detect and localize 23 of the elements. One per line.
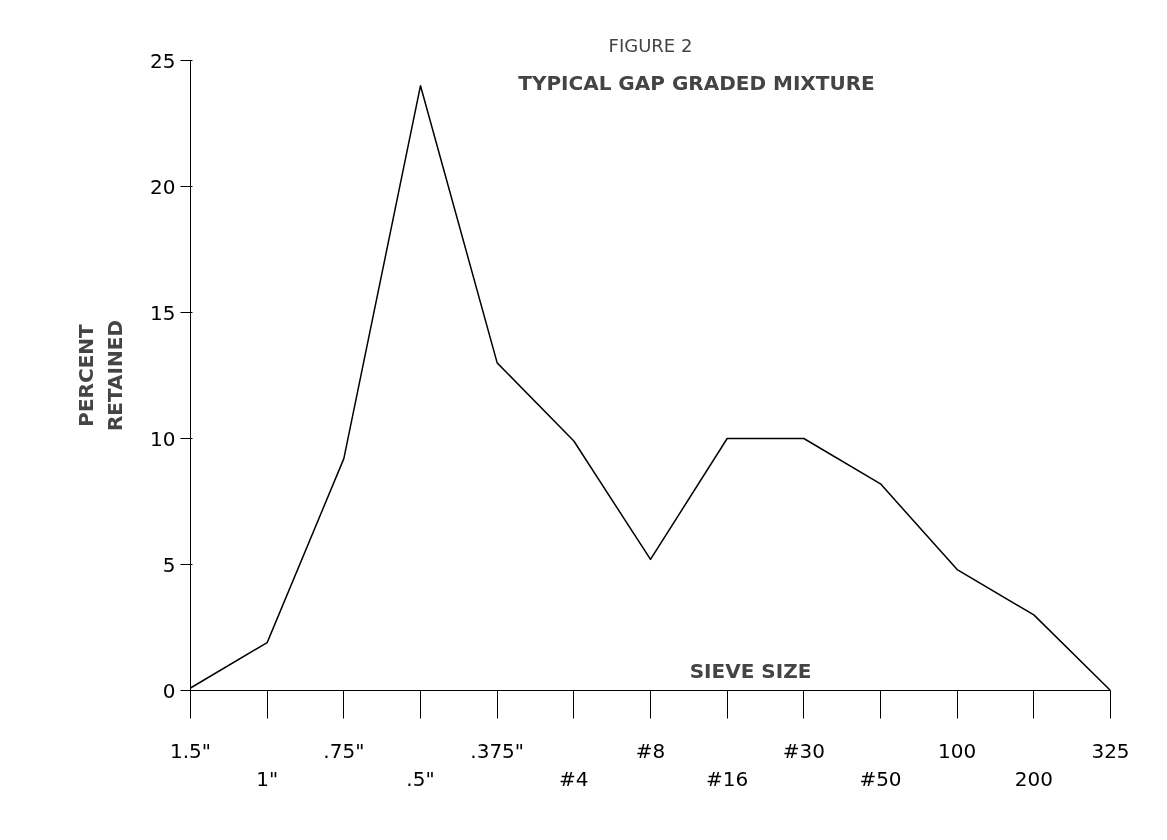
- x-tick-label: 100: [938, 738, 977, 763]
- x-axis-title: SIEVE SIZE: [689, 658, 812, 683]
- x-tick-label: .375": [470, 738, 525, 763]
- y-tick-label: 0: [162, 678, 176, 703]
- chart-title: FIGURE 2: [608, 34, 693, 56]
- x-tick-label: .5": [406, 767, 435, 792]
- x-tick-label: 1.5": [170, 738, 212, 763]
- x-tick-label: 200: [1014, 767, 1053, 792]
- y-tick-label: 15: [150, 300, 176, 325]
- y-tick-label: 25: [150, 48, 176, 73]
- x-tick-label: .75": [323, 738, 365, 763]
- y-tick-label: 20: [150, 174, 176, 199]
- x-tick-label: #30: [782, 738, 825, 763]
- x-tick-label: #50: [859, 767, 902, 792]
- y-tick-label: 5: [162, 552, 176, 577]
- x-tick-label: #8: [635, 738, 666, 763]
- x-tick-label: 1": [256, 767, 279, 792]
- x-tick-label: #16: [706, 767, 749, 792]
- x-tick-label: #4: [559, 767, 589, 792]
- y-tick-label: 10: [150, 426, 176, 451]
- x-tick-label: 325: [1091, 738, 1130, 763]
- text: TYPICAL GAP GRADED MIXTURE: [518, 70, 875, 95]
- y-axis-title: PERCENT RETAINED: [74, 319, 128, 432]
